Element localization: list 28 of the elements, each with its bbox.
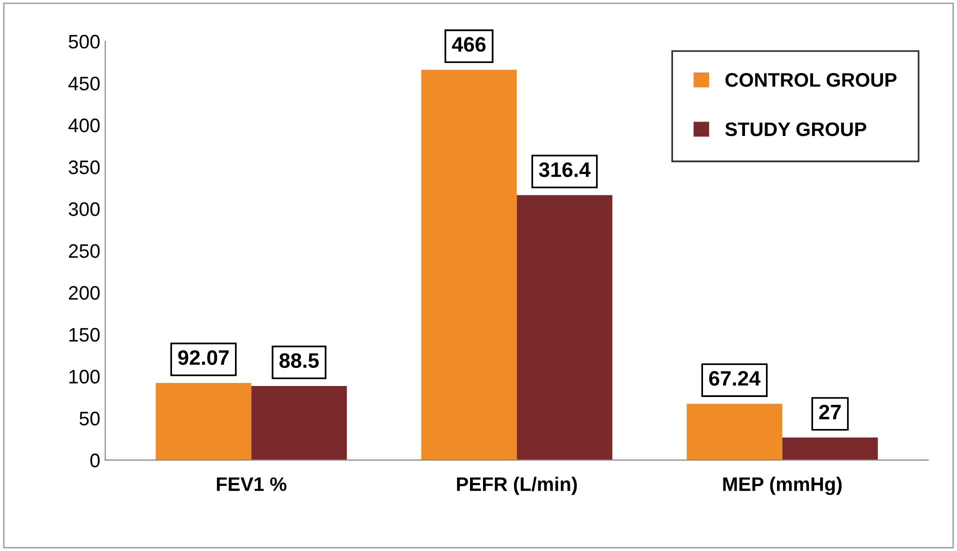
y-tick-label: 250 <box>68 244 100 258</box>
y-tick-label: 500 <box>68 34 100 49</box>
data-label: 67.24 <box>709 371 760 386</box>
bar <box>156 382 252 460</box>
bar <box>686 404 782 460</box>
y-tick-label: 200 <box>68 286 100 300</box>
data-label: 27 <box>819 404 841 420</box>
y-tick-label: 100 <box>69 370 100 384</box>
y-tick-label: 0 <box>90 454 100 468</box>
y-tick-label: 150 <box>69 328 100 342</box>
y-tick-label: 400 <box>68 118 100 132</box>
x-tick-label: MEP (mmHg) <box>723 476 842 495</box>
legend-label: CONTROL GROUP <box>725 73 897 87</box>
y-tick-label: 50 <box>80 412 100 426</box>
y-tick-label: 350 <box>68 160 100 174</box>
data-label: 466 <box>452 37 486 52</box>
y-tick-label: 300 <box>68 202 100 216</box>
data-label: 92.07 <box>178 350 229 365</box>
bar <box>782 437 878 460</box>
bar <box>421 70 517 460</box>
bar <box>251 386 347 460</box>
data-label: 88.5 <box>279 353 319 368</box>
x-tick-label: FEV1 % <box>216 477 286 491</box>
data-label: 316.4 <box>538 162 591 178</box>
bar <box>516 195 612 460</box>
x-tick-label: PEFR (L/min) <box>457 476 577 495</box>
y-tick-label: 450 <box>68 76 100 90</box>
legend-label: STUDY GROUP <box>725 122 866 136</box>
